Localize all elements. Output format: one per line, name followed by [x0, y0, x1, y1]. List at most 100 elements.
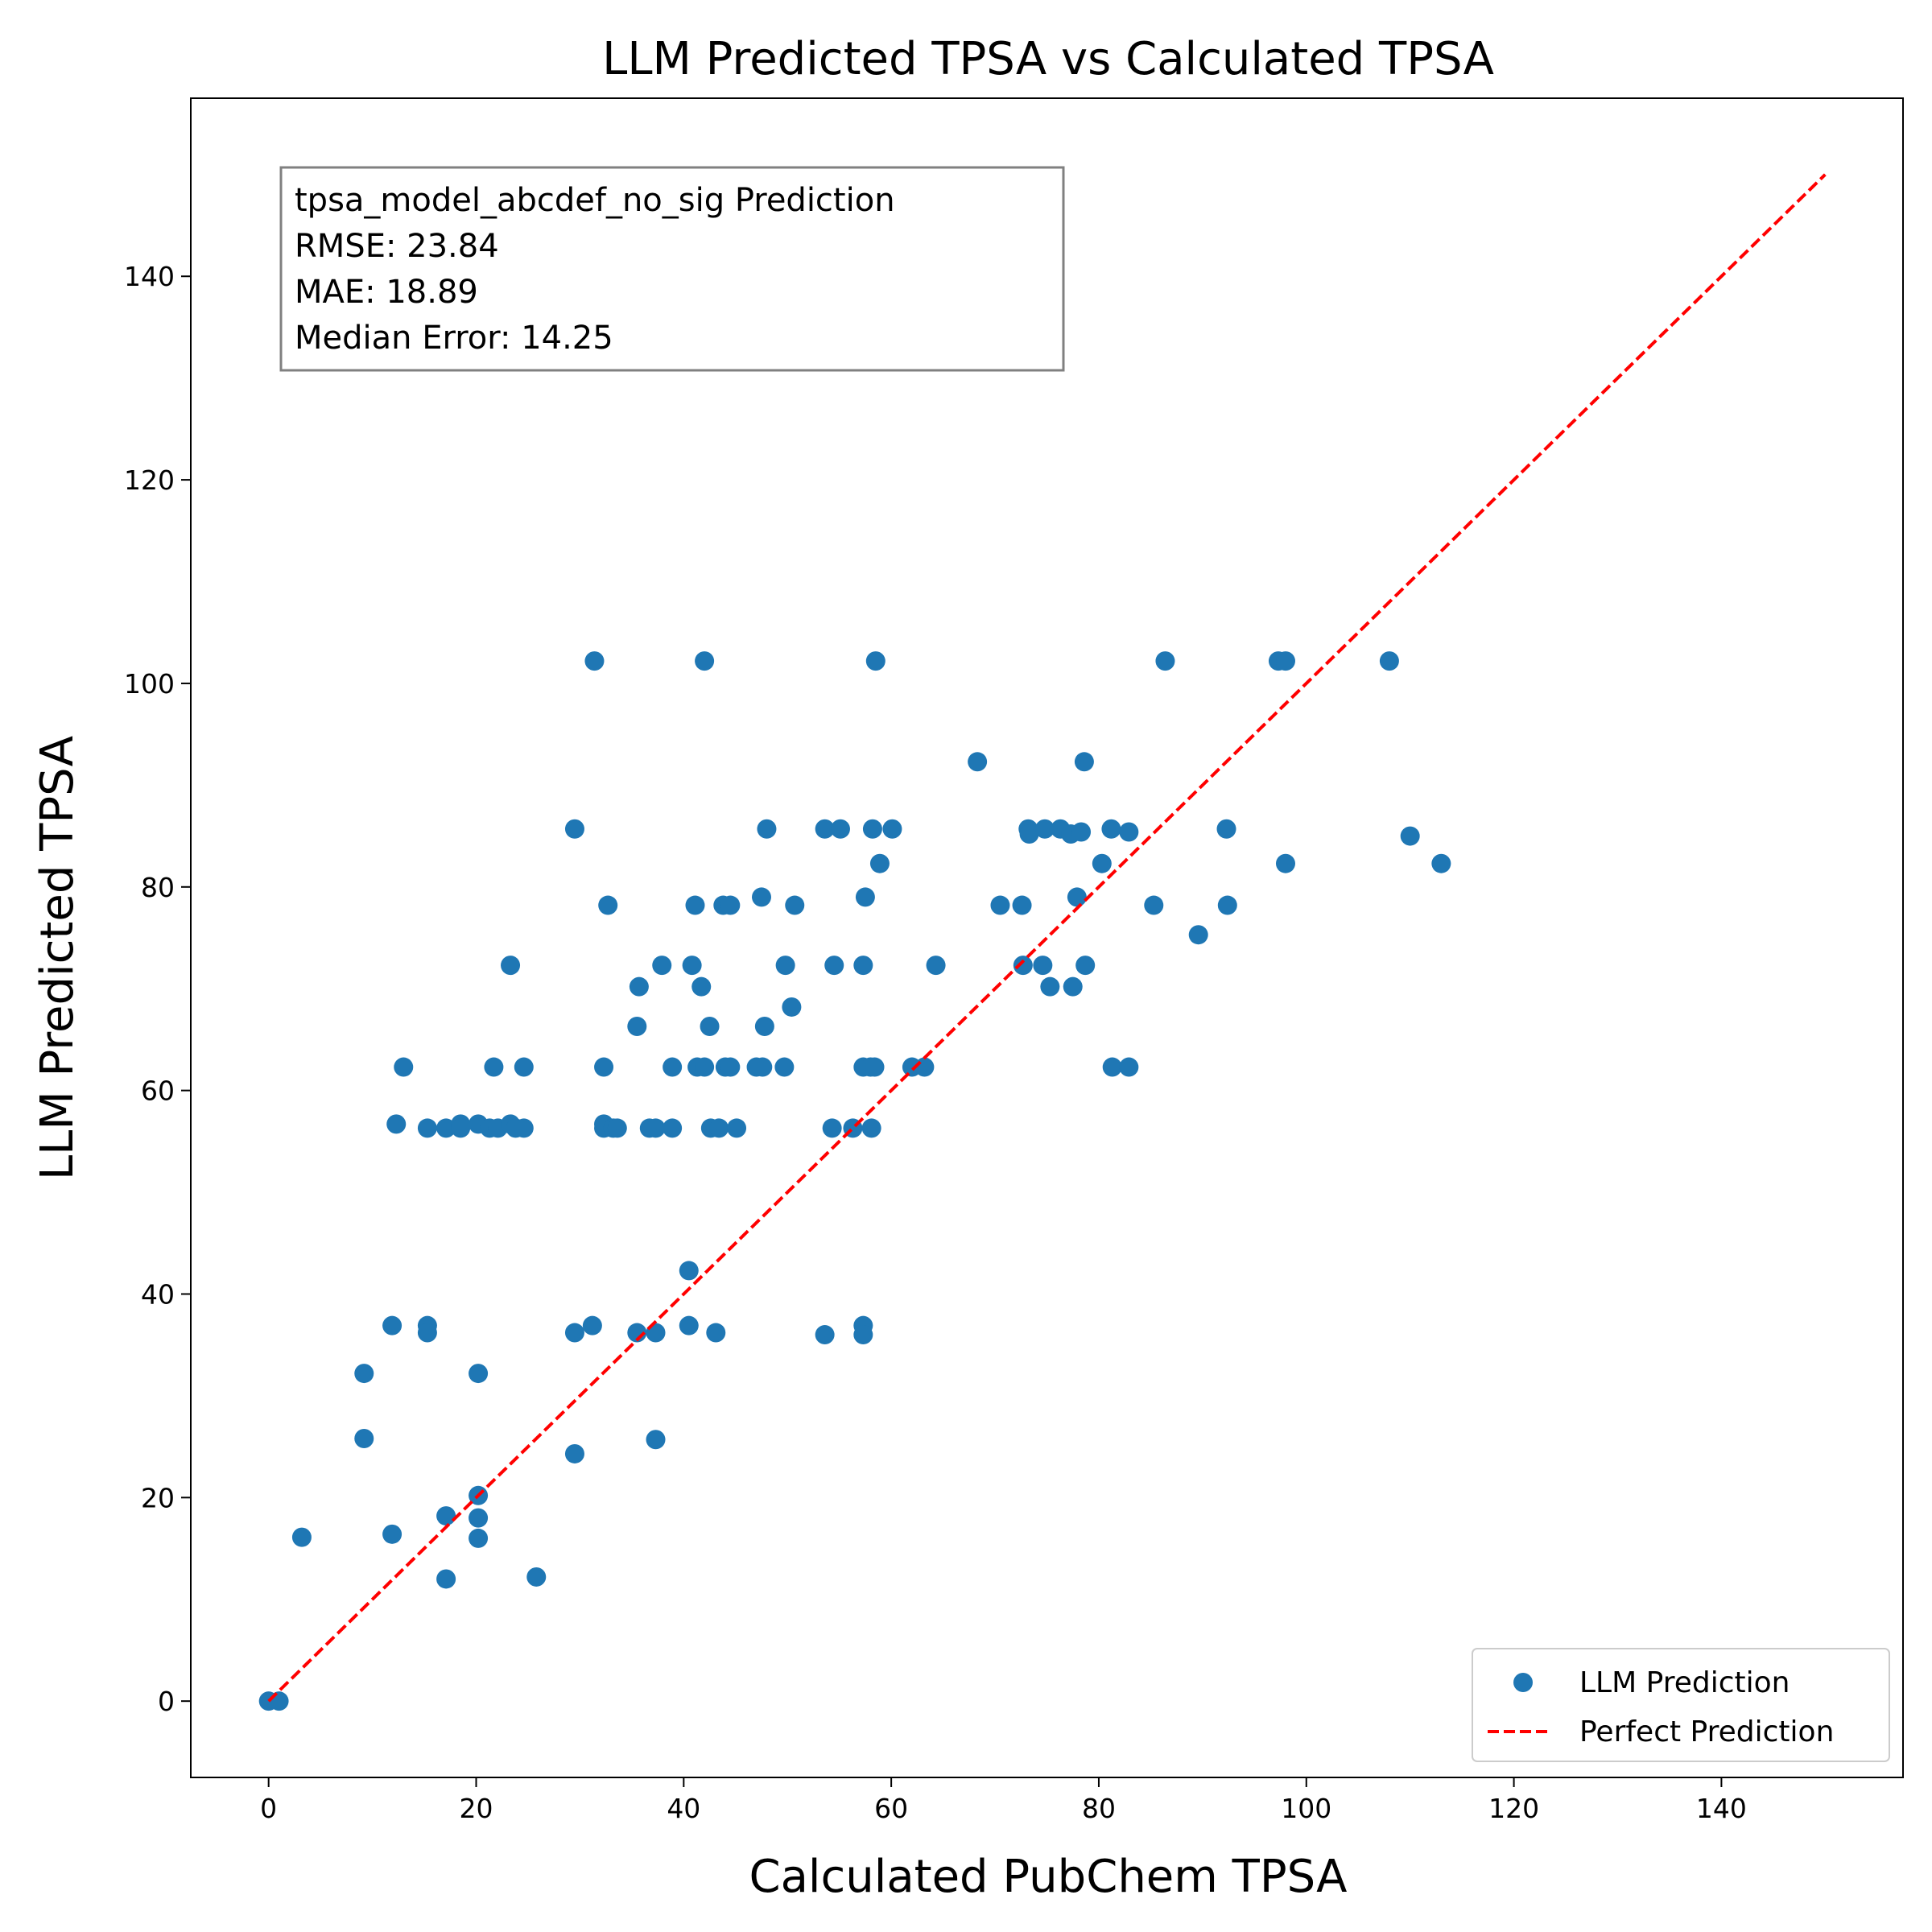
- scatter-point: [1034, 819, 1055, 839]
- y-tick-label: 100: [124, 668, 175, 700]
- scatter-point: [775, 956, 795, 976]
- scatter-point: [815, 1325, 835, 1345]
- scatter-point: [652, 956, 672, 976]
- scatter-point: [882, 819, 902, 839]
- x-tick-label: 140: [1696, 1793, 1747, 1824]
- scatter-point: [382, 1315, 402, 1335]
- scatter-point: [1074, 752, 1094, 772]
- scatter-point: [514, 1118, 534, 1138]
- scatter-point: [782, 997, 802, 1017]
- legend-label-llm-prediction: LLM Prediction: [1579, 1666, 1790, 1699]
- x-tick-label: 80: [1082, 1793, 1116, 1824]
- scatter-point: [706, 1323, 726, 1343]
- scatter-point: [691, 976, 712, 997]
- scatter-point: [822, 1118, 842, 1138]
- scatter-point: [417, 1118, 437, 1138]
- scatter-point: [607, 1118, 627, 1138]
- scatter-point: [469, 1508, 489, 1528]
- scatter-point: [629, 976, 649, 997]
- scatter-point: [861, 1118, 881, 1138]
- scatter-point: [526, 1567, 547, 1587]
- x-tick-label: 0: [260, 1793, 277, 1824]
- scatter-point: [853, 1325, 873, 1345]
- scatter-point: [1119, 822, 1139, 842]
- scatter-point: [855, 887, 875, 907]
- scatter-point: [484, 1057, 504, 1077]
- scatter-point: [968, 752, 988, 772]
- x-axis-label: Calculated PubChem TPSA: [749, 1851, 1348, 1903]
- scatter-point: [594, 1057, 614, 1077]
- scatter-point: [291, 1527, 312, 1547]
- scatter-point: [1012, 895, 1032, 915]
- scatter-point: [830, 819, 850, 839]
- scatter-point: [1217, 895, 1237, 915]
- y-tick-label: 80: [141, 872, 175, 903]
- scatter-point: [501, 956, 521, 976]
- legend: LLM Prediction Perfect Prediction: [1472, 1648, 1890, 1762]
- scatter-point: [382, 1524, 402, 1544]
- scatter-point: [646, 1118, 666, 1138]
- scatter-point: [1075, 956, 1096, 976]
- scatter-point: [682, 956, 702, 976]
- x-tick-label: 120: [1488, 1793, 1539, 1824]
- plot-frame: [190, 97, 1904, 1778]
- x-tick-label: 40: [667, 1793, 700, 1824]
- scatter-point: [564, 1323, 584, 1343]
- scatter-point: [584, 651, 605, 671]
- scatter-point: [386, 1114, 407, 1134]
- scatter-point: [394, 1057, 414, 1077]
- scatter-point: [1155, 651, 1175, 671]
- x-tick-label: 100: [1281, 1793, 1331, 1824]
- scatter-point: [853, 956, 873, 976]
- scatter-point: [417, 1323, 437, 1343]
- scatter-point: [709, 1118, 729, 1138]
- scatter-point: [824, 956, 844, 976]
- scatter-point: [469, 1364, 489, 1384]
- scatter-point: [514, 1057, 534, 1077]
- y-tick-label: 40: [141, 1278, 175, 1310]
- scatter-point: [695, 1057, 715, 1077]
- stats-box: tpsa_model_abcdef_no_sig Prediction RMSE…: [279, 166, 1065, 372]
- scatter-point: [1013, 956, 1033, 976]
- y-tick-label: 120: [124, 464, 175, 496]
- scatter-point: [582, 1315, 602, 1335]
- scatter-point: [754, 1016, 774, 1036]
- scatter-point: [1019, 824, 1039, 844]
- stats-box-mae-line: MAE: 18.89: [295, 274, 478, 311]
- scatter-point: [785, 895, 805, 915]
- scatter-point: [1067, 887, 1087, 907]
- scatter-point: [627, 1016, 647, 1036]
- stats-box-rmse-line: RMSE: 23.84: [295, 228, 499, 265]
- scatter-point: [451, 1118, 471, 1138]
- stats-box-frame: [279, 166, 1065, 372]
- scatter-point: [752, 887, 771, 907]
- scatter-point: [1102, 1057, 1122, 1077]
- scatter-point: [990, 895, 1010, 915]
- scatter-point: [646, 1430, 666, 1450]
- scatter-point: [1188, 925, 1208, 945]
- scatter-point: [663, 1118, 683, 1138]
- scatter-point: [685, 895, 705, 915]
- scatter-point: [1216, 819, 1236, 839]
- scatter-point: [679, 1261, 699, 1281]
- scatter-point: [720, 895, 741, 915]
- scatter-point: [695, 651, 715, 671]
- scatter-point: [815, 819, 835, 839]
- scatter-point: [354, 1429, 374, 1449]
- x-tick-label: 20: [460, 1793, 493, 1824]
- scatter-point: [869, 853, 890, 873]
- y-axis-label: LLM Predicted TPSA: [31, 736, 84, 1180]
- legend-frame: [1472, 1648, 1890, 1762]
- scatter-point: [753, 1057, 773, 1077]
- scatter-point: [1033, 956, 1053, 976]
- scatter-point: [1431, 853, 1451, 873]
- y-tick-label: 60: [141, 1075, 175, 1107]
- perfect-prediction-line: [267, 173, 1827, 1703]
- scatter-point: [1119, 1057, 1139, 1077]
- scatter-point: [564, 1443, 584, 1463]
- scatter-point: [1144, 895, 1164, 915]
- scatter-point: [564, 819, 584, 839]
- scatter-point: [865, 651, 886, 671]
- x-tick-label: 60: [874, 1793, 908, 1824]
- scatter-point: [1275, 651, 1295, 671]
